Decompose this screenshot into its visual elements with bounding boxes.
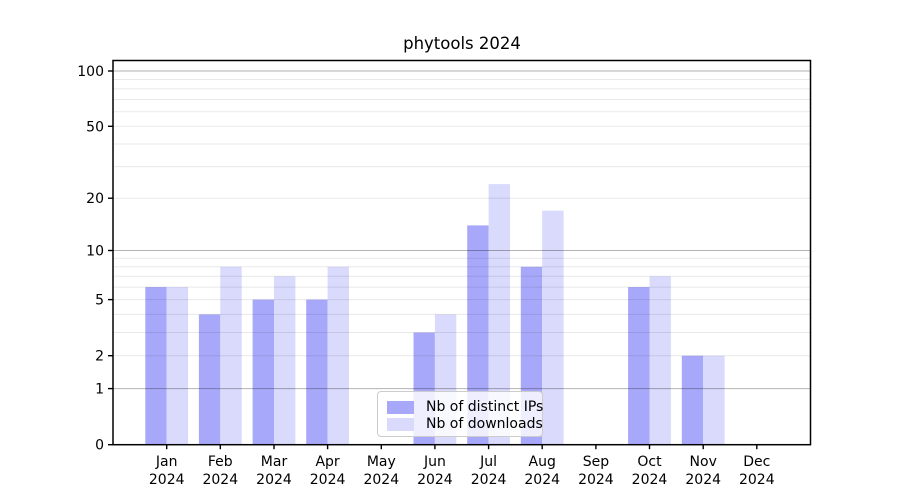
x-tick-label-month: Jul (479, 454, 497, 470)
y-tick-label: 20 (86, 191, 104, 207)
x-tick-label-month: Dec (743, 454, 770, 470)
x-tick-label-month: Feb (208, 454, 233, 470)
x-tick-label-year: 2024 (256, 472, 292, 488)
legend-label-distinct-ips: Nb of distinct IPs (426, 399, 544, 415)
y-tick-label: 50 (86, 119, 104, 135)
legend-row-downloads: Nb of downloads (387, 416, 543, 433)
x-tick-label-month: Nov (690, 454, 717, 470)
x-tick-label-year: 2024 (149, 472, 185, 488)
x-tick-label-year: 2024 (310, 472, 346, 488)
x-tick-label-year: 2024 (471, 472, 507, 488)
x-tick-label-year: 2024 (685, 472, 721, 488)
x-tick-label-month: Jan (155, 454, 178, 470)
bar-apr-series0 (306, 299, 328, 445)
x-tick-label-year: 2024 (363, 472, 399, 488)
x-tick-label-month: Aug (529, 454, 556, 470)
x-tick-label-month: May (367, 454, 396, 470)
legend-label-downloads: Nb of downloads (426, 416, 543, 432)
y-tick-label: 10 (86, 244, 104, 260)
bar-mar-series0 (252, 299, 274, 445)
y-tick-label: 1 (95, 382, 104, 398)
legend-swatch-distinct-ips-icon (387, 401, 414, 414)
bar-feb-series1 (220, 266, 242, 445)
legend-swatch-downloads-icon (387, 418, 414, 431)
x-tick-label-year: 2024 (524, 472, 560, 488)
y-tick-label: 5 (95, 293, 104, 309)
x-tick-label-year: 2024 (578, 472, 614, 488)
x-tick-label-month: Oct (637, 454, 662, 470)
bar-jan-series0 (145, 287, 167, 445)
chart-title: phytools 2024 (403, 34, 521, 53)
x-tick-label-month: Sep (583, 454, 610, 470)
bar-jul-series1 (488, 184, 510, 445)
bar-feb-series0 (198, 314, 221, 445)
y-tick-label: 2 (95, 349, 104, 365)
x-tick-label-year: 2024 (739, 472, 775, 488)
bar-jul-series0 (467, 225, 489, 445)
bar-nov-series0 (681, 355, 704, 445)
y-tick-label: 100 (77, 64, 104, 80)
bar-oct-series0 (628, 287, 650, 445)
x-tick-label-year: 2024 (202, 472, 238, 488)
legend: Nb of distinct IPs Nb of downloads (377, 391, 543, 437)
x-tick-label-month: Apr (315, 454, 339, 470)
x-tick-label-month: Mar (261, 454, 288, 470)
y-tick-label: 0 (95, 438, 104, 454)
bar-apr-series1 (327, 266, 349, 445)
x-tick-label-year: 2024 (417, 472, 453, 488)
x-tick-label-month: Jun (423, 454, 446, 470)
plot-border (112, 59, 812, 446)
legend-row-distinct-ips: Nb of distinct IPs (387, 399, 543, 416)
x-tick-label-year: 2024 (632, 472, 668, 488)
bar-aug-series1 (542, 210, 564, 445)
bar-nov-series1 (703, 355, 725, 445)
bar-jan-series1 (166, 287, 189, 445)
bar-mar-series1 (274, 276, 296, 445)
bar-oct-series1 (649, 276, 671, 445)
